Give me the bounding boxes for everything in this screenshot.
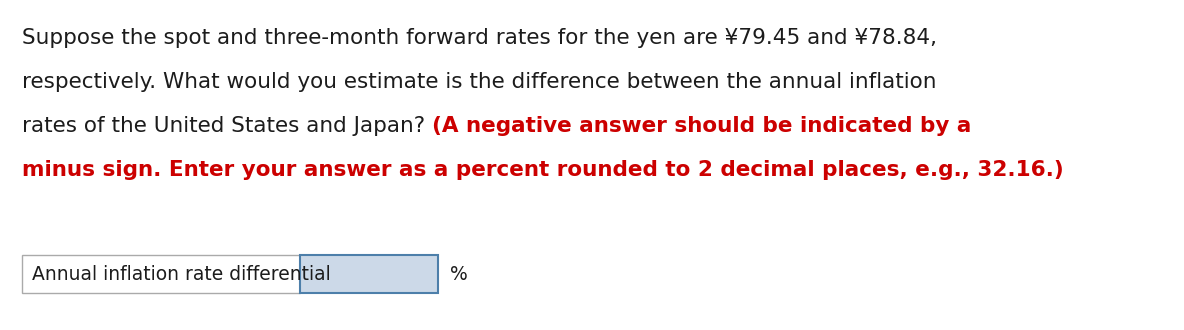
Text: Annual inflation rate differential: Annual inflation rate differential <box>32 265 330 283</box>
Text: (A negative answer should be indicated by a: (A negative answer should be indicated b… <box>432 116 971 136</box>
Text: rates of the United States and Japan?: rates of the United States and Japan? <box>22 116 432 136</box>
Text: %: % <box>450 265 468 283</box>
Bar <box>22 255 300 293</box>
Text: minus sign. Enter your answer as a percent rounded to 2 decimal places, e.g., 32: minus sign. Enter your answer as a perce… <box>22 160 1063 180</box>
Text: respectively. What would you estimate is the difference between the annual infla: respectively. What would you estimate is… <box>22 72 937 92</box>
Bar <box>300 255 438 293</box>
Text: Suppose the spot and three-month forward rates for the yen are ¥79.45 and ¥78.84: Suppose the spot and three-month forward… <box>22 28 937 48</box>
